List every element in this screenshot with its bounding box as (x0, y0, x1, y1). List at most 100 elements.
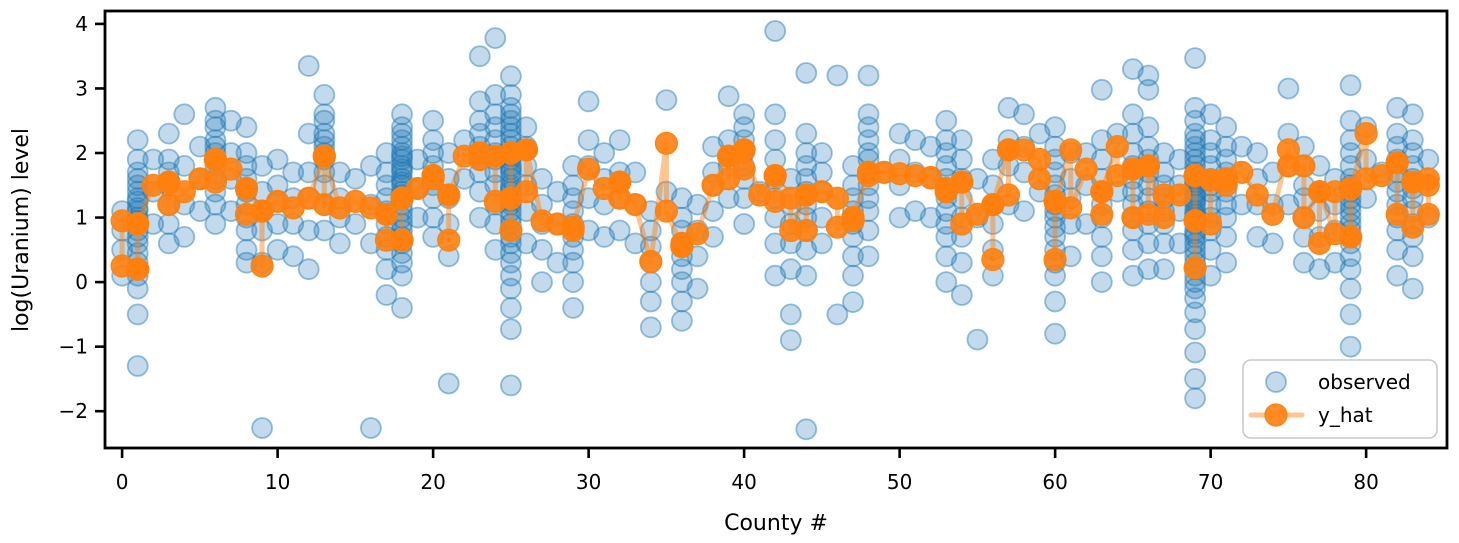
observed-point (857, 129, 880, 152)
yhat-point (561, 215, 585, 239)
yhat-point (794, 218, 818, 243)
observed-point (1153, 258, 1175, 281)
observed-point (437, 372, 460, 395)
observed-point (297, 55, 320, 77)
observed-point (297, 161, 320, 184)
observed-point (857, 116, 880, 139)
observed-point (1044, 225, 1066, 248)
observed-point (1184, 232, 1206, 255)
observed-point (468, 90, 491, 113)
observed-point (608, 219, 631, 242)
observed-point (795, 154, 818, 177)
observed-point (950, 251, 973, 274)
observed-point (297, 258, 320, 281)
observed-point (1308, 258, 1331, 281)
x-tick-label: 10 (265, 470, 290, 494)
yhat-point (1354, 122, 1378, 146)
yhat-point (1152, 206, 1176, 230)
observed-point (142, 148, 165, 171)
observed-point (857, 187, 880, 210)
observed-point (282, 245, 305, 268)
observed-point (266, 213, 289, 235)
observed-point (904, 129, 927, 152)
observed-point (1184, 109, 1206, 132)
observed-point (639, 219, 662, 242)
observed-point (1339, 277, 1362, 300)
yhat-point (1370, 164, 1394, 188)
observed-point (779, 258, 802, 281)
yhat-point (981, 247, 1005, 272)
observed-point (1137, 232, 1160, 255)
legend-yhat-label: y_hat (1318, 403, 1373, 427)
observed-point (188, 200, 211, 223)
observed-point (935, 142, 958, 164)
observed-point (499, 103, 522, 126)
observed-point (904, 200, 927, 223)
observed-point (1386, 122, 1409, 145)
observed-point (842, 245, 864, 268)
observed-point (1293, 251, 1315, 274)
observed-point (375, 174, 398, 197)
observed-point (1184, 367, 1206, 390)
observed-point (888, 122, 911, 145)
yhat-point (1416, 202, 1440, 226)
observed-point (297, 219, 320, 242)
observed-point (391, 116, 413, 139)
observed-point (1184, 301, 1206, 324)
y-axis-label: log(Uranium) level (9, 128, 34, 332)
observed-point (499, 296, 522, 319)
observed-point (857, 64, 880, 87)
observed-point (188, 135, 211, 158)
yhat-point (499, 218, 523, 243)
observed-point (1339, 200, 1362, 223)
yhat-point (576, 157, 601, 181)
observed-point (888, 206, 911, 229)
observed-point (406, 206, 429, 229)
observed-point (857, 103, 880, 126)
observed-point (126, 148, 149, 171)
observed-point (1184, 387, 1206, 410)
y-tick-label: −1 (59, 335, 88, 359)
observed-point (577, 129, 600, 152)
yhat-point (1292, 154, 1316, 178)
observed-point (157, 232, 180, 255)
observed-point (1184, 318, 1206, 341)
observed-point (313, 84, 336, 106)
y-tick-label: 2 (75, 141, 88, 165)
yhat-point (670, 235, 694, 259)
yhat-point (1090, 202, 1114, 226)
observed-point (375, 142, 398, 164)
yhat-point (234, 176, 259, 201)
observed-point (1044, 290, 1066, 313)
observed-point (1090, 271, 1113, 294)
x-tick-label: 60 (1042, 470, 1067, 494)
yhat-point (437, 183, 461, 207)
observed-point (1386, 96, 1409, 119)
observed-point (391, 129, 413, 152)
observed-point (453, 167, 476, 190)
observed-point (935, 109, 958, 132)
observed-point (499, 242, 522, 265)
observed-point (157, 122, 180, 145)
observed-point (126, 190, 149, 213)
yhat-point (1183, 256, 1207, 280)
x-tick-label: 0 (116, 470, 129, 494)
yhat-point (623, 193, 647, 217)
observed-point (764, 103, 787, 126)
observed-point (1277, 77, 1300, 100)
observed-point (1215, 116, 1238, 139)
observed-point (562, 187, 584, 210)
observed-point (1339, 154, 1362, 177)
yhat-point (514, 180, 539, 204)
observed-point (531, 238, 553, 261)
observed-point (499, 116, 522, 139)
yhat-point (250, 254, 274, 278)
observed-point (1184, 142, 1206, 164)
observed-point (1184, 47, 1206, 69)
observed-point (1386, 264, 1409, 287)
observed-point (950, 284, 973, 306)
y-axis: −2 −1 0 1 2 3 4 (59, 12, 105, 423)
yhat-point (126, 257, 150, 281)
observed-point (1339, 74, 1362, 97)
observed-point (671, 271, 693, 294)
